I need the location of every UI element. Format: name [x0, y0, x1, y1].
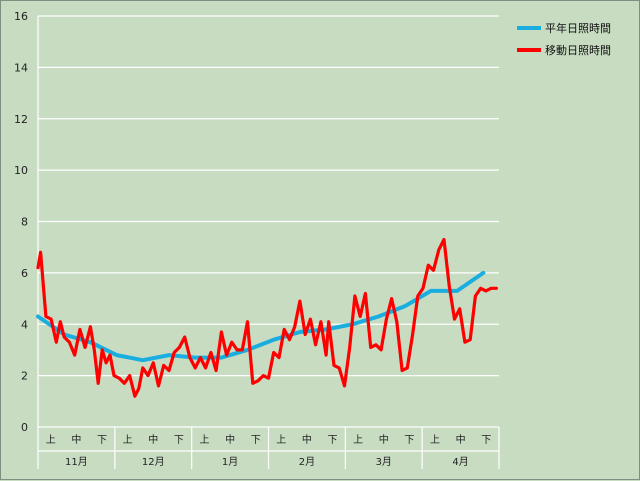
x-tick-label: 下 — [97, 435, 107, 446]
x-tick-label: 下 — [174, 435, 184, 446]
x-tick-label: 上 — [123, 434, 133, 446]
y-tick-label: 14 — [14, 61, 28, 74]
x-tick-label: 中 — [302, 433, 312, 446]
x-tick-label: 上 — [46, 434, 56, 446]
x-tick-label: 中 — [379, 433, 389, 446]
x-tick-label: 下 — [404, 435, 414, 446]
y-tick-label: 2 — [21, 370, 28, 383]
y-tick-label: 12 — [14, 113, 28, 126]
month-label: 2月 — [299, 456, 315, 468]
x-tick-label: 下 — [481, 435, 491, 446]
x-tick-label: 上 — [199, 434, 209, 446]
month-label: 11月 — [65, 456, 88, 468]
month-label: 12月 — [142, 456, 165, 468]
x-tick-label: 中 — [148, 433, 158, 446]
y-tick-label: 10 — [14, 164, 28, 177]
legend-entry: 移動日照時間 — [545, 43, 611, 57]
series-line-normal — [36, 270, 486, 363]
x-tick-label: 中 — [225, 433, 235, 446]
y-tick-label: 6 — [21, 267, 28, 280]
y-tick-label: 4 — [21, 318, 28, 331]
legend-entry: 平年日照時間 — [545, 21, 611, 35]
x-tick-label: 上 — [430, 434, 440, 446]
x-tick-label: 下 — [328, 435, 338, 446]
month-label: 3月 — [376, 456, 392, 468]
month-label: 4月 — [452, 456, 468, 468]
series-line-moving — [36, 237, 498, 398]
y-tick-label: 16 — [14, 10, 28, 23]
x-tick-label: 中 — [71, 433, 81, 446]
x-tick-label: 中 — [456, 433, 466, 446]
x-tick-label: 上 — [353, 434, 363, 446]
y-tick-label: 8 — [21, 216, 28, 229]
x-tick-label: 上 — [276, 434, 286, 446]
month-label: 1月 — [222, 456, 238, 468]
y-tick-label: 0 — [21, 421, 28, 434]
x-tick-label: 下 — [251, 435, 261, 446]
